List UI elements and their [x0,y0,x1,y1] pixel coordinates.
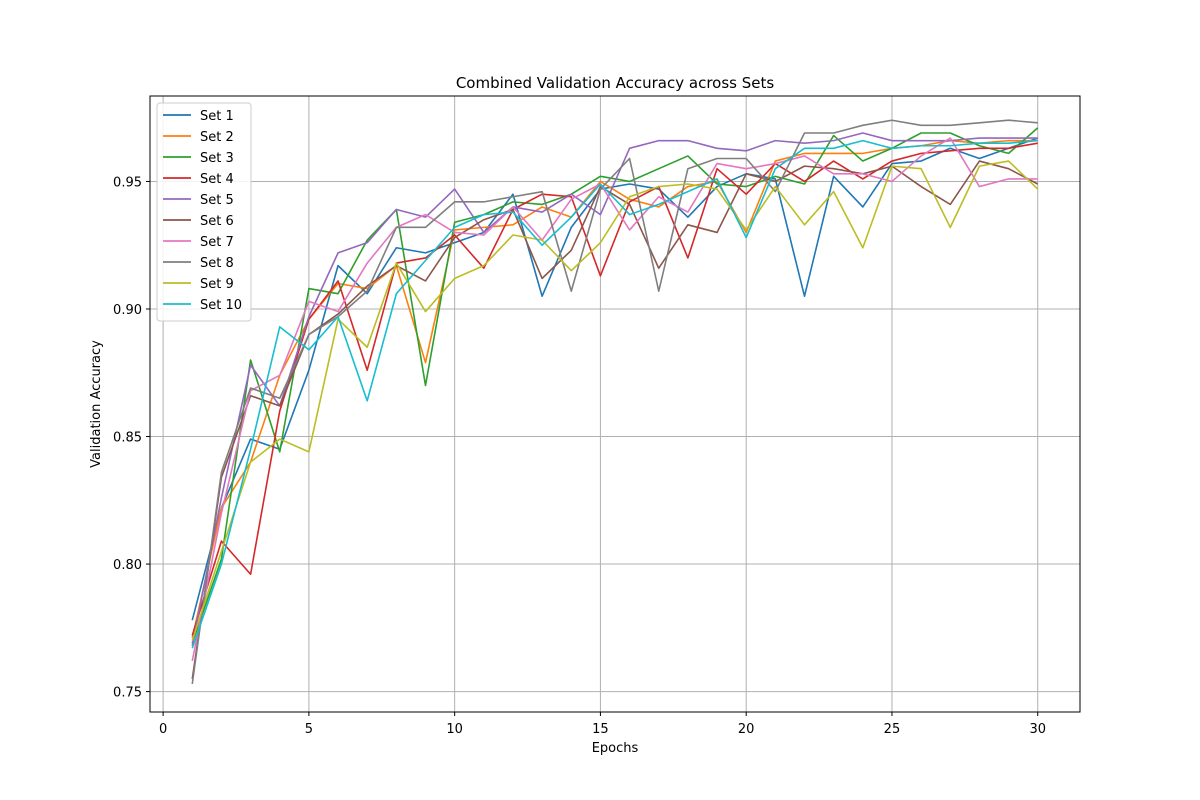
legend-label-1: Set 1 [200,109,234,124]
series-line-3 [191,127,1039,644]
x-tick-label: 25 [884,722,901,737]
series-line-7 [191,137,1038,662]
series-line-1 [191,137,1038,621]
x-tick-label: 20 [738,722,755,737]
y-axis-label: Validation Accuracy [89,340,104,468]
x-tick-label: 15 [592,722,609,737]
y-tick-label: 0.90 [113,303,142,318]
series-line-6 [191,160,1039,679]
plot-area: 0 5 10 15 20 25 30 0.75 0.80 0.85 0.90 0.95 Set 1 Set… [113,95,1081,737]
series-line-9 [191,160,1039,641]
series-line-5 [191,132,1038,646]
legend-label-10: Set 10 [200,298,242,313]
legend-label-6: Set 6 [200,214,234,229]
x-tick-label: 30 [1029,722,1046,737]
axes-frame [149,95,1081,713]
y-tick-label: 0.75 [113,686,142,701]
legend-label-9: Set 9 [200,277,234,292]
x-tick-label: 0 [159,722,167,737]
legend-label-8: Set 8 [200,256,234,271]
chart-title: Combined Validation Accuracy across Sets [456,74,775,92]
y-tick-label: 0.80 [113,558,142,573]
legend-label-4: Set 4 [200,172,234,187]
series-line-10 [191,139,1038,649]
legend-label-5: Set 5 [200,193,234,208]
x-tick-label: 10 [446,722,463,737]
y-tick-label: 0.85 [113,431,142,446]
legend-label-2: Set 2 [200,130,234,145]
legend-label-7: Set 7 [200,235,234,250]
x-tick-label: 5 [305,722,313,737]
series-line-4 [191,142,1038,636]
legend-label-3: Set 3 [200,151,234,166]
series-line-8 [191,119,1038,685]
y-tick-label: 0.95 [113,175,142,190]
x-axis-label: Epochs [592,741,639,756]
